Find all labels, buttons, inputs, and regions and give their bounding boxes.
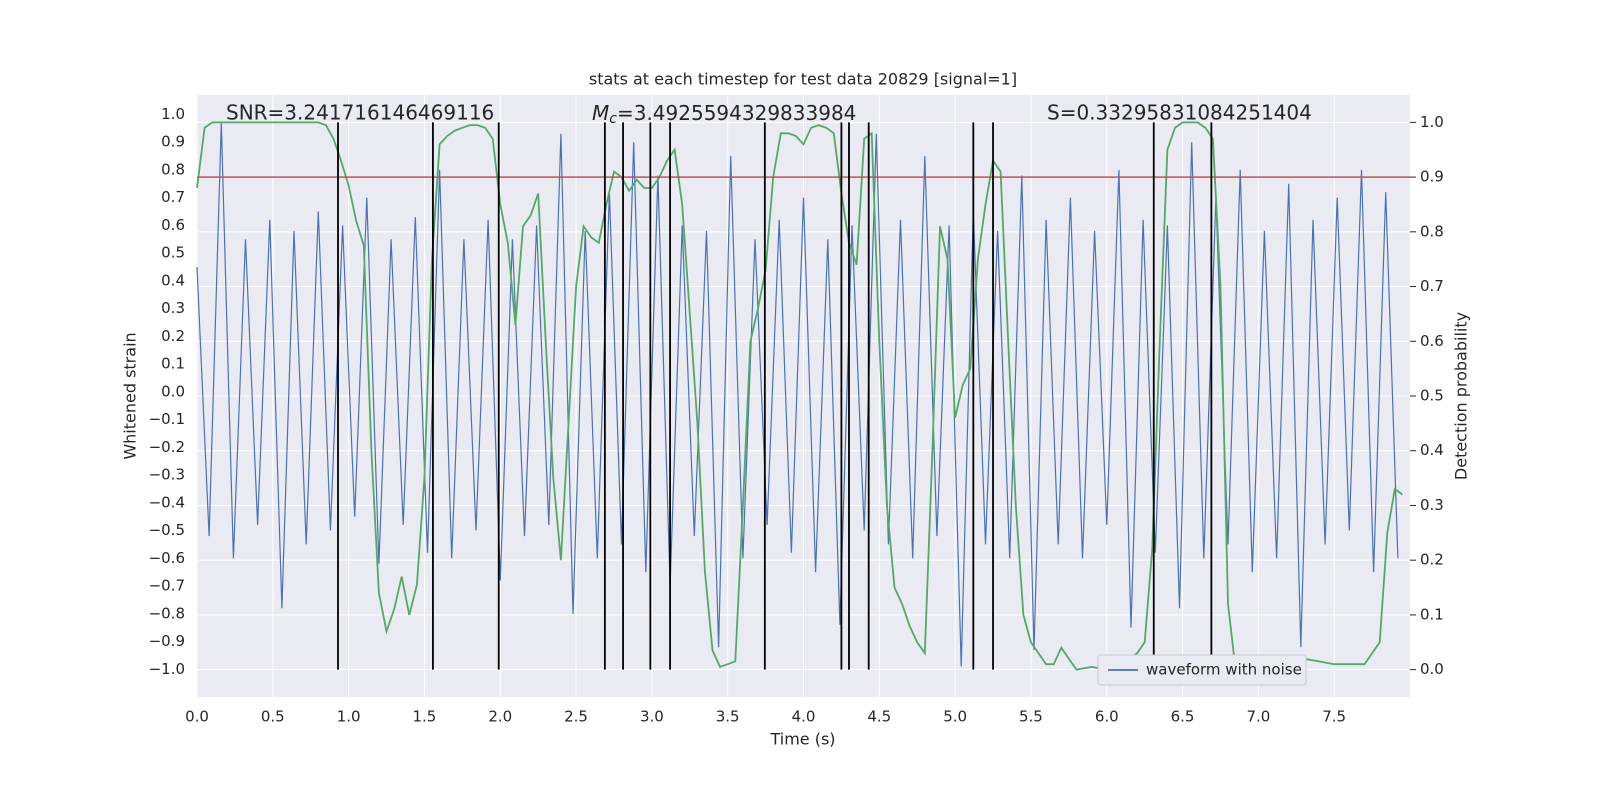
annotation-part: c [609, 111, 617, 127]
x-tick-label: 6.0 [1095, 708, 1119, 726]
x-tick-label: 5.0 [943, 708, 967, 726]
y2-tick-label: 0.1 [1420, 605, 1444, 623]
y-tick-label: −0.4 [149, 493, 185, 511]
x-tick-label: 7.0 [1246, 708, 1270, 726]
y-tick-label: −0.5 [149, 521, 185, 539]
y2-axis-label: Detection probability [1452, 312, 1471, 480]
y-tick-label: −0.3 [149, 466, 185, 484]
x-tick-label: 3.0 [640, 708, 664, 726]
y2-tick-label: 0.6 [1420, 332, 1444, 350]
y-tick-label: 0.9 [161, 133, 185, 151]
y2-tick-label: 0.5 [1420, 387, 1444, 405]
y-tick-label: 0.1 [161, 355, 185, 373]
legend-box [1097, 654, 1307, 686]
y2-tick-label: 0.4 [1420, 441, 1444, 459]
y2-tick-label: 0.0 [1420, 660, 1444, 678]
chart-title: stats at each timestep for test data 208… [589, 70, 1017, 89]
y-axis-label: Whitened strain [121, 332, 140, 459]
x-tick-label: 2.0 [488, 708, 512, 726]
x-tick-label: 1.0 [337, 708, 361, 726]
x-tick-label: 4.5 [867, 708, 891, 726]
x-tick-label: 1.5 [413, 708, 437, 726]
annotation-part: =3.4925594329833984 [617, 101, 856, 125]
y-tick-label: −0.7 [149, 577, 185, 595]
x-axis-label: Time (s) [769, 730, 835, 749]
y-tick-label: 0.5 [161, 244, 185, 262]
x-tick-label: 0.0 [185, 708, 209, 726]
y-tick-label: −1.0 [149, 660, 185, 678]
series-line [196, 121, 1403, 671]
x-tick-label: 4.0 [792, 708, 816, 726]
x-tick-label: 2.5 [564, 708, 588, 726]
series-line [196, 122, 1399, 667]
annotation: Mc=3.4925594329833984 [592, 101, 856, 128]
y2-tick-label: 0.2 [1420, 551, 1444, 569]
y-tick-label: 0.2 [161, 327, 185, 345]
y2-tick-label: 1.0 [1420, 113, 1444, 131]
y-tick-label: −0.1 [149, 410, 185, 428]
y-tick-label: −0.2 [149, 438, 185, 456]
y-tick-label: −0.9 [149, 632, 185, 650]
y-tick-label: 0.6 [161, 216, 185, 234]
x-tick-label: 7.5 [1322, 708, 1346, 726]
y2-tick-label: 0.7 [1420, 277, 1444, 295]
y-tick-label: −0.6 [149, 549, 185, 567]
annotation: S=0.33295831084251404 [1047, 101, 1312, 125]
y2-tick-label: 0.3 [1420, 496, 1444, 514]
legend-label: waveform with noise [1146, 661, 1302, 679]
x-tick-label: 6.5 [1171, 708, 1195, 726]
y2-tick-label: 0.9 [1420, 168, 1444, 186]
y-tick-label: 0.4 [161, 271, 185, 289]
y-tick-label: 0.7 [161, 188, 185, 206]
x-tick-label: 0.5 [261, 708, 285, 726]
annotation: SNR=3.241716146469116 [226, 101, 494, 125]
x-tick-label: 3.5 [716, 708, 740, 726]
y-tick-label: 0.3 [161, 299, 185, 317]
x-tick-label: 5.5 [1019, 708, 1043, 726]
y-tick-label: 0.8 [161, 160, 185, 178]
y2-tick-label: 0.8 [1420, 222, 1444, 240]
annotation-part: M [592, 101, 609, 125]
y-tick-label: −0.8 [149, 604, 185, 622]
y-tick-label: 0.0 [161, 382, 185, 400]
y-tick-label: 1.0 [161, 105, 185, 123]
